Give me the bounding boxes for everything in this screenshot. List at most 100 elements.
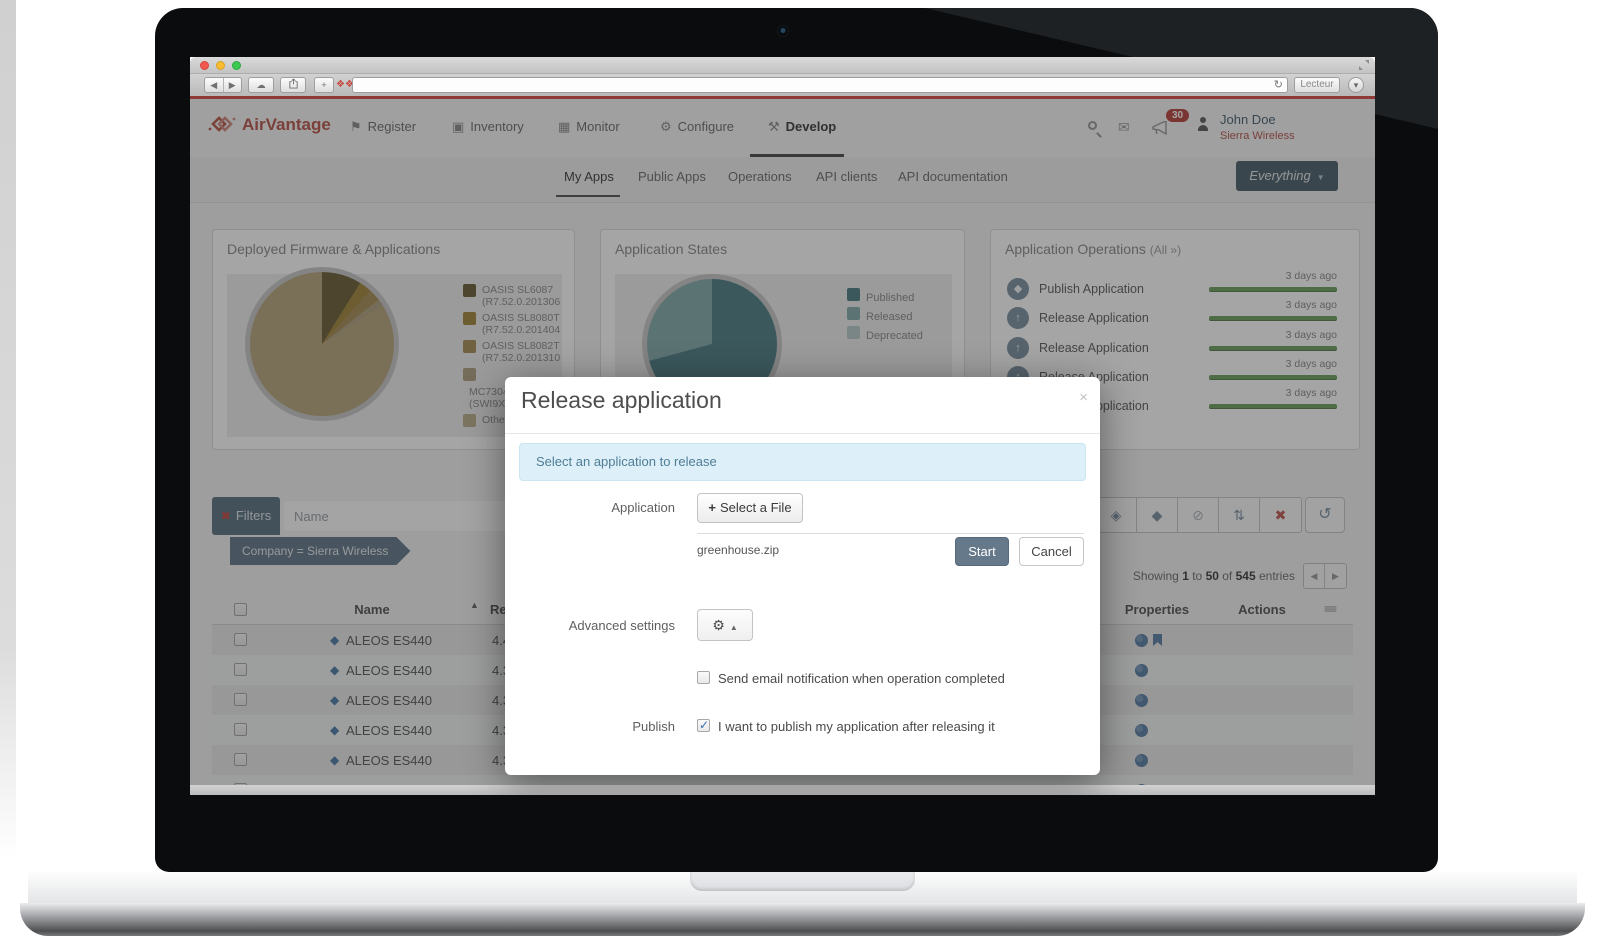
delete-icon[interactable]: ✖ [1274,507,1287,523]
downloads-icon[interactable]: ▾ [1348,77,1364,93]
forward-button[interactable]: ▶ [228,80,236,90]
application-icon: ◆ [330,663,340,677]
sub-navigation: My Apps Public Apps Operations API clien… [190,157,1375,203]
browser-window: ◀ ▶ ☁ + ❖❖ ↻ Lecteur ▾ [190,57,1375,795]
email-notification-label[interactable]: Send email notification when operation c… [718,671,1005,686]
operation-row[interactable]: ◆ Publish Application 3 days ago [991,270,1361,306]
divider [505,433,1100,434]
plus-icon: + [708,500,717,515]
close-window-button[interactable] [200,61,209,70]
nav-item-monitor[interactable]: ▦ Monitor [558,119,620,134]
address-bar[interactable]: ↻ [352,77,1288,93]
legend-chip [463,312,476,325]
publish-checkbox[interactable] [697,718,710,732]
publish-application-icon[interactable]: ◆ [1137,498,1178,532]
info-alert: Select an application to release [519,443,1086,481]
column-properties: Properties [1124,602,1190,617]
nav-item-inventory[interactable]: ▣ Inventory [452,119,524,134]
operation-row[interactable]: ↑ Release Application 3 days ago [991,329,1361,365]
close-icon[interactable]: × [1079,389,1088,406]
tab-api-documentation[interactable]: API documentation [898,169,1008,184]
application-icon: ◆ [330,633,340,647]
brand-name[interactable]: AirVantage [242,115,331,134]
progress-bar [1209,287,1337,291]
active-tab-underline [556,195,620,197]
publish-label: Publish [632,719,675,734]
reload-icon[interactable]: ↻ [1273,79,1283,91]
nav-item-register[interactable]: ⚑ Register [350,119,417,134]
edit-application-icon[interactable]: ◈ [1096,498,1137,532]
laptop-lid-notch [690,872,915,891]
public-icon [1135,784,1148,785]
megaphone-icon[interactable] [1152,119,1168,140]
legend-chip [463,284,476,297]
next-page-button[interactable]: ▶ [1332,571,1339,581]
row-checkbox[interactable] [234,753,247,766]
brand-logo-icon [208,113,236,140]
nav-buttons: ◀ ▶ [204,77,242,93]
user-avatar-icon[interactable] [1198,117,1208,131]
progress-bar [1209,316,1337,320]
publish-checkbox-label[interactable]: I want to publish my application after r… [718,719,995,734]
public-icon [1135,664,1148,677]
column-settings-icon[interactable]: ≡≡ [1324,602,1337,616]
chevron-up-icon: ▲ [729,623,738,632]
advanced-settings-toggle[interactable]: ⚙ ▲ [697,609,753,641]
filters-tab[interactable]: ✖ Filters [212,497,280,535]
active-nav-underline [750,154,844,157]
user-name[interactable]: John Doe [1220,112,1276,127]
search-icon[interactable] [1088,121,1097,130]
zoom-window-button[interactable] [232,61,241,70]
advanced-settings-label: Advanced settings [568,618,675,633]
user-company[interactable]: Sierra Wireless [1220,130,1295,142]
nav-item-configure[interactable]: ⚙ Configure [660,119,735,134]
reader-button[interactable]: Lecteur [1294,77,1340,93]
monitor-icon: ▦ [558,119,571,134]
transfer-icon[interactable]: ⇅ [1219,498,1260,532]
row-checkbox[interactable] [234,663,247,676]
application-icon: ◆ [330,723,340,737]
nav-item-develop[interactable]: ⚒ Develop [768,119,837,134]
email-notification-checkbox[interactable] [697,671,710,684]
column-actions: Actions [1238,602,1286,617]
filter-tag-company[interactable]: Company = Sierra Wireless [230,537,410,565]
minimize-window-button[interactable] [216,61,225,70]
tab-api-clients[interactable]: API clients [816,169,878,184]
mail-icon[interactable]: ✉ [1118,119,1130,135]
cloud-icon[interactable]: ☁ [248,77,274,93]
sort-asc-icon[interactable]: ▲ [470,600,479,610]
select-all-checkbox[interactable] [234,603,247,616]
showing-entries: Showing 1 to 50 of 545 entries [1132,569,1295,583]
start-button[interactable]: Start [955,537,1009,566]
row-checkbox[interactable] [234,723,247,736]
new-tab-button[interactable]: + [314,77,334,93]
release-application-modal: Release application × Select an applicat… [505,377,1100,775]
tab-public-apps[interactable]: Public Apps [638,169,706,184]
back-button[interactable]: ◀ [205,78,224,92]
fullscreen-icon[interactable] [1359,60,1369,72]
row-checkbox[interactable] [234,693,247,706]
row-checkbox[interactable] [234,783,247,785]
legend-chip [463,368,476,381]
table-row[interactable]: ◆ ALEOS ES440 4.3 [212,775,1353,785]
tab-my-apps[interactable]: My Apps [564,169,614,184]
prev-page-button[interactable]: ◀ [1304,564,1325,588]
browser-toolbar: ◀ ▶ ☁ + ❖❖ ↻ Lecteur ▾ [190,74,1375,96]
tab-operations[interactable]: Operations [728,169,792,184]
all-link[interactable]: (All ») [1149,243,1182,257]
deprecate-icon[interactable]: ⊘ [1178,498,1219,532]
scope-dropdown[interactable]: Everything ▼ [1236,161,1338,191]
app-header: AirVantage ⚑ Register ▣ Inventory ▦ Monitor… [190,99,1375,157]
share-icon[interactable] [280,77,306,93]
row-checkbox[interactable] [234,633,247,646]
page-bottom-strip [190,785,1375,795]
notification-badge[interactable]: 30 [1166,109,1190,122]
operation-row[interactable]: ↑ Release Application 3 days ago [991,299,1361,335]
public-icon [1135,634,1148,647]
refresh-list-icon[interactable]: ↺ [1305,497,1345,533]
clear-filters-icon[interactable]: ✖ [220,509,231,523]
cancel-button[interactable]: Cancel [1019,537,1084,566]
select-file-button[interactable]: + Select a File [697,493,803,523]
pagination: ◀ ▶ [1303,563,1347,589]
column-name[interactable]: Name [354,602,390,617]
